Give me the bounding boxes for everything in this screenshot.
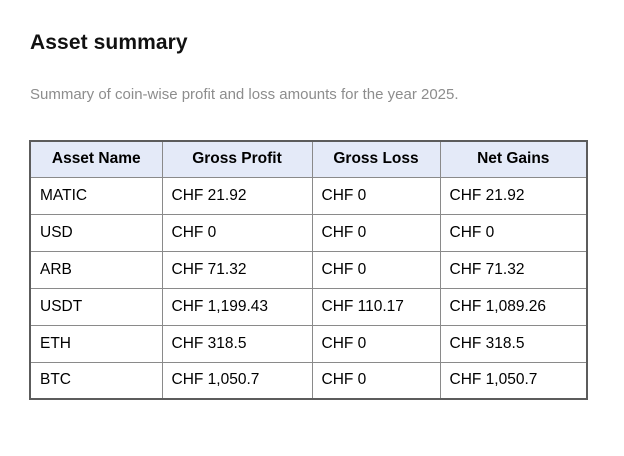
gross-loss-cell: CHF 0 <box>311 250 441 289</box>
gross-loss-cell: CHF 0 <box>311 361 441 400</box>
net-gains-cell: CHF 0 <box>439 213 588 252</box>
table-row: USD CHF 0 CHF 0 CHF 0 <box>29 213 588 252</box>
net-gains-cell: CHF 1,089.26 <box>439 287 588 326</box>
page-title: Asset summary <box>30 31 188 54</box>
page-subtitle: Summary of coin-wise profit and loss amo… <box>30 86 459 103</box>
table-row: USDT CHF 1,199.43 CHF 110.17 CHF 1,089.26 <box>29 287 588 326</box>
asset-name-cell: ETH <box>29 324 163 363</box>
gross-loss-cell: CHF 0 <box>311 324 441 363</box>
asset-summary-page: Asset summary Summary of coin-wise profi… <box>29 31 588 400</box>
gross-profit-cell: CHF 71.32 <box>161 250 313 289</box>
gross-profit-cell: CHF 1,199.43 <box>161 287 313 326</box>
column-header-net-gains: Net Gains <box>439 140 588 178</box>
table-row: ARB CHF 71.32 CHF 0 CHF 71.32 <box>29 250 588 289</box>
net-gains-cell: CHF 71.32 <box>439 250 588 289</box>
table-header: Asset Name Gross Profit Gross Loss Net Gain… <box>29 140 588 178</box>
asset-name-cell: USDT <box>29 287 163 326</box>
asset-name-cell: MATIC <box>29 176 163 215</box>
table-header-row: Asset Name Gross Profit Gross Loss Net Gain… <box>29 140 588 178</box>
table-row: MATIC CHF 21.92 CHF 0 CHF 21.92 <box>29 176 588 215</box>
table-row: BTC CHF 1,050.7 CHF 0 CHF 1,050.7 <box>29 361 588 400</box>
gross-loss-cell: CHF 0 <box>311 176 441 215</box>
gross-loss-cell: CHF 110.17 <box>311 287 441 326</box>
gross-profit-cell: CHF 0 <box>161 213 313 252</box>
asset-name-cell: USD <box>29 213 163 252</box>
column-header-asset-name: Asset Name <box>29 140 163 178</box>
gross-profit-cell: CHF 21.92 <box>161 176 313 215</box>
asset-summary-table: Asset Name Gross Profit Gross Loss Net Gain… <box>29 140 588 400</box>
table-body: MATIC CHF 21.92 CHF 0 CHF 21.92 USD CHF 0 CHF … <box>29 176 588 400</box>
net-gains-cell: CHF 21.92 <box>439 176 588 215</box>
gross-loss-cell: CHF 0 <box>311 213 441 252</box>
column-header-gross-profit: Gross Profit <box>161 140 313 178</box>
net-gains-cell: CHF 318.5 <box>439 324 588 363</box>
asset-name-cell: ARB <box>29 250 163 289</box>
table-row: ETH CHF 318.5 CHF 0 CHF 318.5 <box>29 324 588 363</box>
column-header-gross-loss: Gross Loss <box>311 140 441 178</box>
asset-name-cell: BTC <box>29 361 163 400</box>
net-gains-cell: CHF 1,050.7 <box>439 361 588 400</box>
gross-profit-cell: CHF 318.5 <box>161 324 313 363</box>
gross-profit-cell: CHF 1,050.7 <box>161 361 313 400</box>
